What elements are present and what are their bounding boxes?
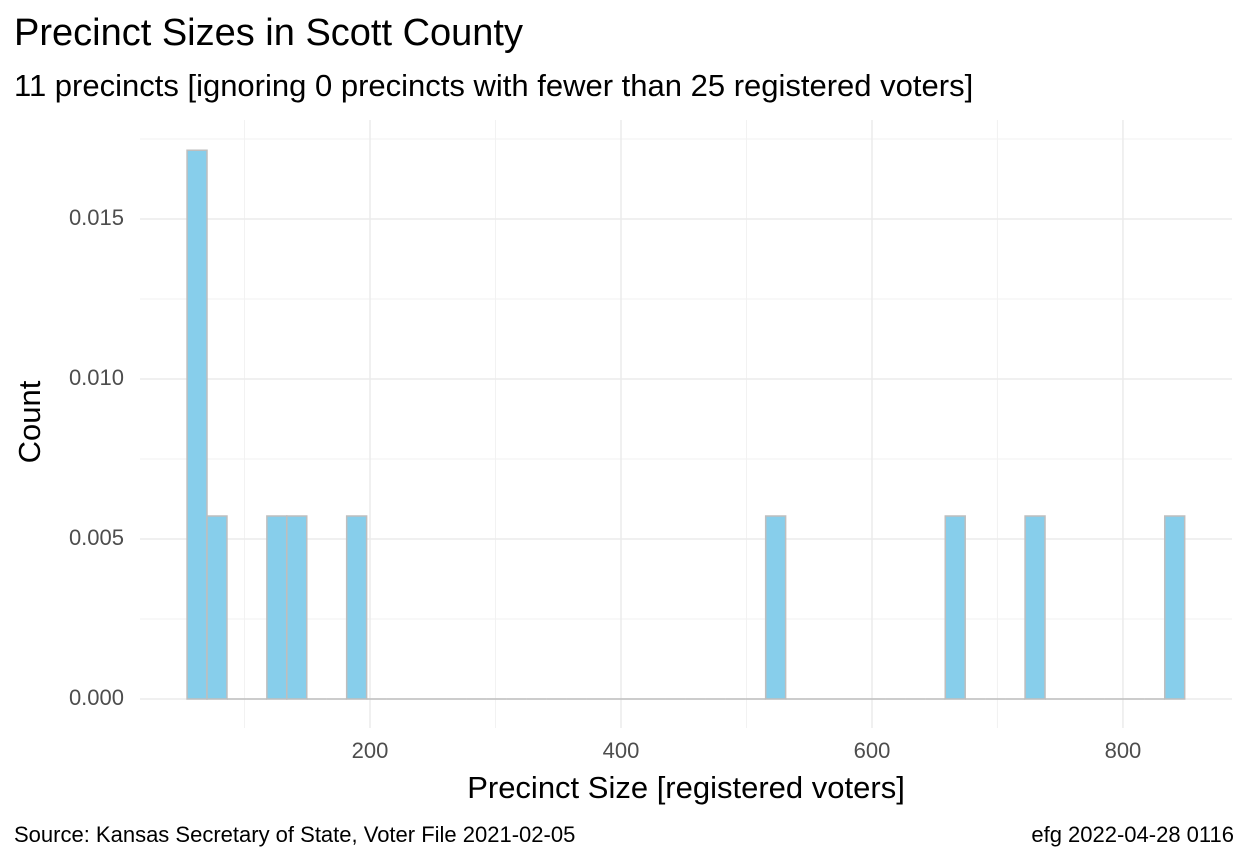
caption-right: efg 2022-04-28 0116 — [1031, 822, 1234, 847]
x-tick-label: 600 — [854, 738, 891, 763]
chart-title: Precinct Sizes in Scott County — [14, 12, 523, 54]
bar — [286, 515, 308, 700]
bar — [764, 515, 787, 700]
bar — [1163, 515, 1186, 700]
bar — [186, 149, 208, 700]
y-tick-label: 0.015 — [69, 205, 124, 230]
y-tick-label: 0.010 — [69, 365, 124, 390]
bar — [206, 515, 228, 700]
y-axis-title: Count — [12, 380, 47, 463]
x-axis-title: Precinct Size [registered voters] — [467, 770, 905, 805]
bar — [944, 515, 966, 700]
bar — [266, 515, 288, 700]
caption-left: Source: Kansas Secretary of State, Voter… — [14, 822, 575, 847]
y-tick-label: 0.000 — [69, 685, 124, 710]
chart-subtitle: 11 precincts [ignoring 0 precincts with … — [14, 68, 973, 103]
bar — [345, 515, 368, 700]
x-tick-label: 800 — [1105, 738, 1142, 763]
y-tick-label: 0.005 — [69, 525, 124, 550]
x-tick-label: 200 — [352, 738, 389, 763]
x-tick-label: 400 — [603, 738, 640, 763]
bar — [1024, 515, 1046, 700]
